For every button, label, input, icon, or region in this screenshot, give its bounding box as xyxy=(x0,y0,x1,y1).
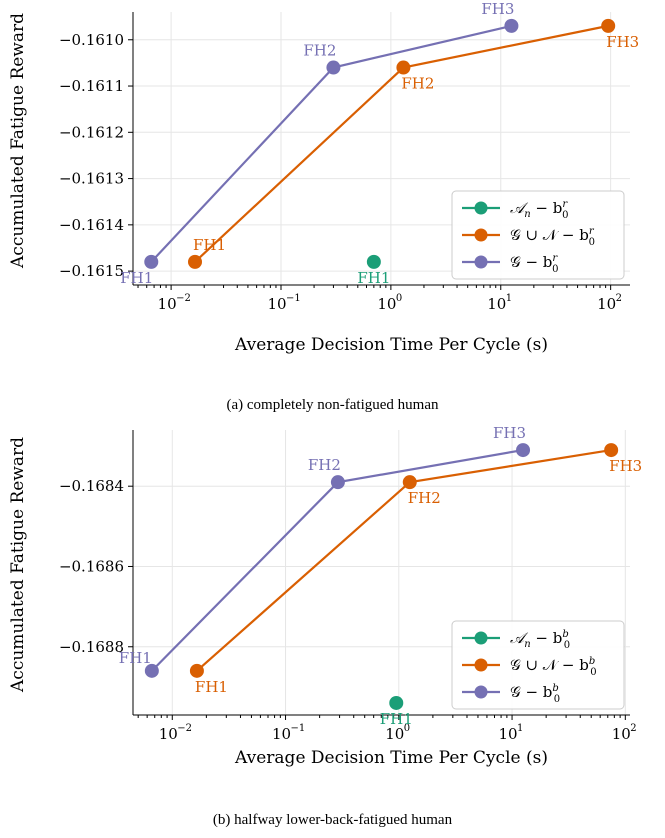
y-tick-label: −0.1686 xyxy=(59,557,124,575)
x-tick-label-exponent: 2 xyxy=(616,293,622,304)
y-axis-label: Accumulated Fatigue Reward xyxy=(8,13,28,269)
data-point-purple xyxy=(326,60,341,75)
legend-label-purple: 𝒢 − br 0 xyxy=(510,253,559,275)
y-tick-label: −0.1611 xyxy=(59,77,124,95)
data-point-teal xyxy=(366,254,381,269)
x-tick-label: 10 xyxy=(487,295,506,313)
legend-label-orange: 𝒢 ∪ 𝒩 − bb 0 xyxy=(510,656,597,678)
x-tick-label-exponent: 0 xyxy=(404,723,410,734)
legend-marker-purple xyxy=(474,255,488,269)
legend-marker-orange xyxy=(474,658,488,672)
legend-marker-orange xyxy=(474,228,488,242)
data-point-orange xyxy=(188,254,203,269)
x-axis-label: Average Decision Time Per Cycle (s) xyxy=(234,335,548,355)
data-point-orange xyxy=(396,60,411,75)
x-tick-label: 10 xyxy=(158,295,177,313)
y-axis-label: Accumulated Fatigue Reward xyxy=(8,437,28,693)
x-tick-label: 10 xyxy=(377,295,396,313)
x-tick-label: 10 xyxy=(385,725,404,743)
x-tick-label-exponent: 1 xyxy=(506,293,512,304)
legend-marker-purple xyxy=(474,685,488,699)
data-label-orange: FH2 xyxy=(408,489,441,507)
legend-box xyxy=(451,190,625,280)
y-tick-label: −0.1688 xyxy=(59,638,124,656)
y-tick-label: −0.1614 xyxy=(59,216,124,234)
data-point-purple xyxy=(516,443,531,458)
x-tick-label-exponent: −2 xyxy=(176,293,191,304)
legend-marker-teal xyxy=(474,201,488,215)
data-label-teal: FH1 xyxy=(380,710,413,728)
data-label-purple: FH2 xyxy=(308,456,341,474)
data-point-purple xyxy=(330,475,345,490)
data-label-orange: FH1 xyxy=(193,236,226,254)
data-point-orange xyxy=(402,475,417,490)
legend-box xyxy=(451,620,625,710)
x-tick-label: 10 xyxy=(272,725,291,743)
data-point-orange xyxy=(601,18,616,33)
legend-label-teal: 𝒜n − br 0 xyxy=(510,199,569,221)
x-tick-label-exponent: −1 xyxy=(286,293,301,304)
y-tick-label: −0.1612 xyxy=(59,123,124,141)
data-point-purple xyxy=(144,663,159,678)
y-tick-label: −0.1613 xyxy=(59,170,124,188)
data-point-purple xyxy=(144,254,159,269)
x-tick-label: 10 xyxy=(499,725,518,743)
x-tick-label-exponent: 0 xyxy=(396,293,402,304)
x-tick-label: 10 xyxy=(612,725,631,743)
x-axis-label: Average Decision Time Per Cycle (s) xyxy=(234,748,548,768)
data-label-orange: FH3 xyxy=(609,457,642,475)
data-label-orange: FH2 xyxy=(401,75,434,93)
data-point-orange xyxy=(604,443,619,458)
x-tick-label: 10 xyxy=(159,725,178,743)
data-label-orange: FH3 xyxy=(606,33,639,51)
chart-panel-b: 10 −2 10 −1 10 0 10 1 10 2−0.1688−0.1686−0.1684Av… xyxy=(8,424,642,768)
x-tick-label-exponent: 1 xyxy=(517,723,523,734)
x-tick-label: 10 xyxy=(267,295,286,313)
data-label-teal: FH1 xyxy=(357,269,390,287)
y-tick-label: −0.1615 xyxy=(59,262,124,280)
data-label-purple: FH3 xyxy=(493,424,526,442)
legend-label-purple: 𝒢 − bb 0 xyxy=(510,683,560,705)
data-label-purple: FH3 xyxy=(481,0,514,18)
legend-label-orange: 𝒢 ∪ 𝒩 − br 0 xyxy=(510,226,595,248)
y-tick-label: −0.1610 xyxy=(59,31,124,49)
x-tick-label-exponent: −1 xyxy=(291,723,306,734)
data-point-purple xyxy=(504,18,519,33)
y-tick-label: −0.1684 xyxy=(59,477,124,495)
x-tick-label: 10 xyxy=(597,295,616,313)
chart-panel-a: 10 −2 10 −1 10 0 10 1 10 2−0.1615−0.1614−0.1613−0… xyxy=(8,0,639,355)
data-label-purple: FH2 xyxy=(303,42,336,60)
caption-b: (b) halfway lower-back-fatigued human xyxy=(212,812,453,828)
data-point-teal xyxy=(389,695,404,710)
x-tick-label-exponent: 2 xyxy=(630,723,636,734)
caption-a: (a) completely non-fatigued human xyxy=(226,397,439,413)
legend-marker-teal xyxy=(474,631,488,645)
data-label-purple: FH1 xyxy=(120,269,153,287)
data-label-purple: FH1 xyxy=(119,649,152,667)
x-tick-label-exponent: −2 xyxy=(177,723,192,734)
data-point-orange xyxy=(189,663,204,678)
data-label-orange: FH1 xyxy=(195,678,228,696)
